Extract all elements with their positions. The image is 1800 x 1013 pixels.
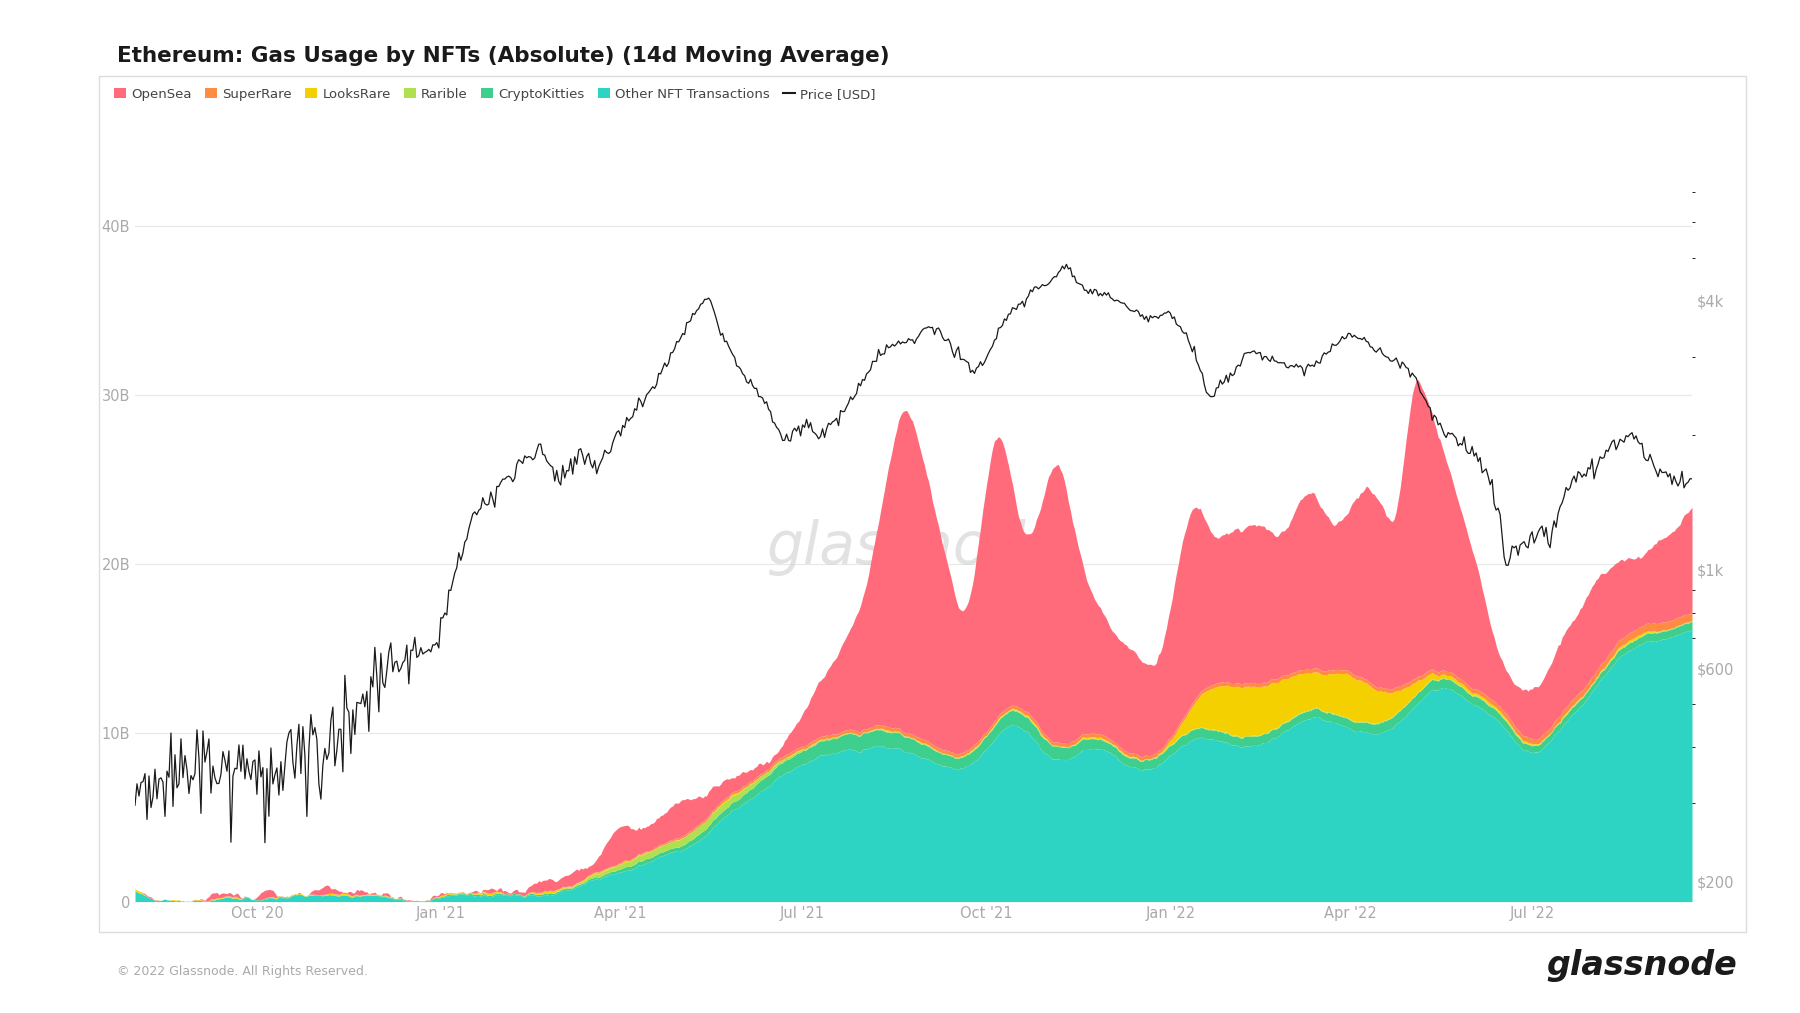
Text: © 2022 Glassnode. All Rights Reserved.: © 2022 Glassnode. All Rights Reserved. bbox=[117, 964, 367, 978]
Legend: OpenSea, SuperRare, LooksRare, Rarible, CryptoKitties, Other NFT Transactions, P: OpenSea, SuperRare, LooksRare, Rarible, … bbox=[110, 83, 880, 106]
Text: glassnode: glassnode bbox=[1546, 948, 1737, 982]
Text: Ethereum: Gas Usage by NFTs (Absolute) (14d Moving Average): Ethereum: Gas Usage by NFTs (Absolute) (… bbox=[117, 46, 889, 66]
Text: glassnode: glassnode bbox=[765, 519, 1062, 575]
